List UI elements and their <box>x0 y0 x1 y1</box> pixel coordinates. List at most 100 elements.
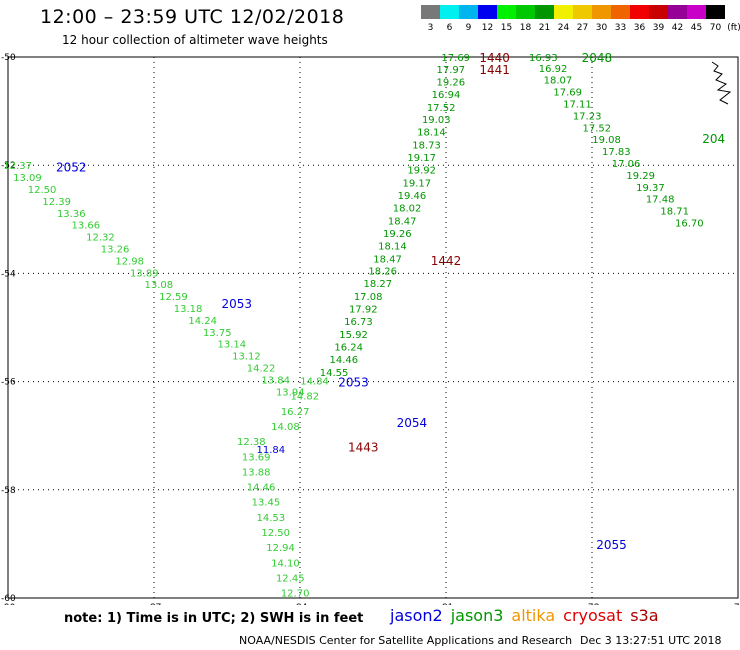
wave-height-point: 12.32 <box>86 233 115 244</box>
satellite-legend-item: altika <box>511 606 556 625</box>
wave-height-point: 16.24 <box>334 342 363 353</box>
color-swatch <box>535 5 554 19</box>
color-swatch <box>668 5 687 19</box>
color-scale-label: 24 <box>557 23 570 33</box>
credit-text: NOAA/NESDIS Center for Satellite Applica… <box>239 634 573 647</box>
wave-height-point: 16.94 <box>432 90 461 101</box>
color-scale-label: 33 <box>614 23 627 33</box>
wave-height-point: 13.94 <box>276 387 305 398</box>
color-scale-label: 18 <box>519 23 532 33</box>
wave-height-point: 18.47 <box>388 216 417 227</box>
x-tick-label: -75 <box>731 603 740 605</box>
pass-label: 2048 <box>582 51 613 65</box>
color-swatch <box>573 5 592 19</box>
pass-label: 204 <box>702 132 725 146</box>
wave-height-point: 19.26 <box>383 229 412 240</box>
pass-label: 1440 <box>479 51 510 65</box>
color-scale-unit: (ft) <box>727 23 740 33</box>
pass-label: 2052 <box>56 160 87 174</box>
wave-height-point: 19.17 <box>407 153 436 164</box>
wave-height-point: 16.27 <box>281 407 310 418</box>
color-scale-label: 12 <box>481 23 494 33</box>
wave-height-point: 19.03 <box>422 115 451 126</box>
chart-subtitle: 12 hour collection of altimeter wave hei… <box>62 33 328 47</box>
x-tick-label: -78 <box>585 603 600 605</box>
wave-height-point: 14.46 <box>329 355 358 366</box>
wave-height-point: 17.52 <box>583 123 612 134</box>
y-tick-label: -50 <box>1 53 16 63</box>
wave-height-point: 14.55 <box>320 368 349 379</box>
note-text: note: 1) Time is in UTC; 2) SWH is in fe… <box>64 611 364 626</box>
wave-height-point: 14.84 <box>300 377 329 388</box>
color-scale-label: 42 <box>671 23 684 33</box>
wave-height-point: 18.26 <box>368 267 397 278</box>
color-swatch <box>706 5 725 19</box>
wave-height-point: 17.92 <box>349 305 378 316</box>
wave-height-point: 13.12 <box>232 352 261 363</box>
color-swatch <box>478 5 497 19</box>
wave-height-point: 17.08 <box>354 292 383 303</box>
pass-label: 2053 <box>221 297 252 311</box>
wave-height-point: 12.50 <box>261 528 290 539</box>
color-scale-label: 27 <box>576 23 589 33</box>
y-tick-label: -56 <box>1 378 16 388</box>
x-tick-label: -81 <box>439 603 454 605</box>
wave-height-point: 14.10 <box>271 558 300 569</box>
wave-height-point: 17.23 <box>573 111 602 122</box>
wave-height-point: 16.70 <box>675 219 704 230</box>
wave-height-point: 17.83 <box>602 147 631 158</box>
pass-label: 1443 <box>348 441 379 455</box>
wave-height-point: 18.47 <box>373 254 402 265</box>
wave-height-point: 13.66 <box>72 221 101 232</box>
color-scale-label: 21 <box>538 23 551 33</box>
color-scale-label: 70 <box>709 23 722 33</box>
color-scale-label: 15 <box>500 23 513 33</box>
wave-height-point: 13.88 <box>242 467 271 478</box>
color-swatch <box>630 5 649 19</box>
wave-height-point: 12.98 <box>115 256 144 267</box>
wave-height-point: 11.84 <box>256 445 285 456</box>
color-swatch <box>516 5 535 19</box>
y-tick-label: -54 <box>1 269 16 279</box>
color-swatch <box>421 5 440 19</box>
wave-height-point: 13.69 <box>242 452 271 463</box>
wave-height-point: 17.11 <box>563 100 592 111</box>
wave-height-point: 18.71 <box>660 207 689 218</box>
wave-height-point: 16.73 <box>344 317 373 328</box>
satellite-legend-item: s3a <box>630 606 659 625</box>
wave-height-point: 19.08 <box>592 135 621 146</box>
color-scale-label: 39 <box>652 23 665 33</box>
wave-height-point: 13.08 <box>145 280 174 291</box>
wave-height-point: 12.50 <box>28 185 57 196</box>
plot-frame <box>7 56 739 599</box>
color-scale-label: 30 <box>595 23 608 33</box>
wave-height-point: 12.59 <box>159 292 188 303</box>
wave-height-point: 13.09 <box>13 173 42 184</box>
color-swatch <box>459 5 478 19</box>
wave-height-point: 17.06 <box>612 159 641 170</box>
pass-label: 2054 <box>397 416 428 430</box>
color-swatch <box>497 5 516 19</box>
wave-height-point: 14.82 <box>291 392 320 403</box>
wave-height-point: 12.38 <box>237 437 266 448</box>
wave-height-point: 12.94 <box>266 543 295 554</box>
x-tick-label: -87 <box>147 603 162 605</box>
wave-height-point: 18.07 <box>544 76 573 87</box>
wave-height-point: 13.45 <box>252 498 281 509</box>
color-swatch <box>554 5 573 19</box>
color-swatch <box>440 5 459 19</box>
wave-height-point: 19.92 <box>407 166 436 177</box>
wave-height-point: 13.26 <box>101 245 130 256</box>
wave-height-point: 12.39 <box>42 197 71 208</box>
pass-label: 2055 <box>596 538 627 552</box>
wave-height-point: 19.17 <box>402 179 431 190</box>
wave-height-point: 14.08 <box>271 422 300 433</box>
wave-height-point: 18.27 <box>364 279 393 290</box>
wave-height-point: 12.45 <box>276 573 305 584</box>
wave-height-point: 18.14 <box>378 241 407 252</box>
wave-height-point: 12.70 <box>281 589 310 600</box>
wave-height-point: 16.92 <box>539 64 568 75</box>
wave-height-point: 17.69 <box>553 88 582 99</box>
coastline-outline <box>711 61 732 105</box>
wave-height-point: 19.26 <box>437 77 466 88</box>
